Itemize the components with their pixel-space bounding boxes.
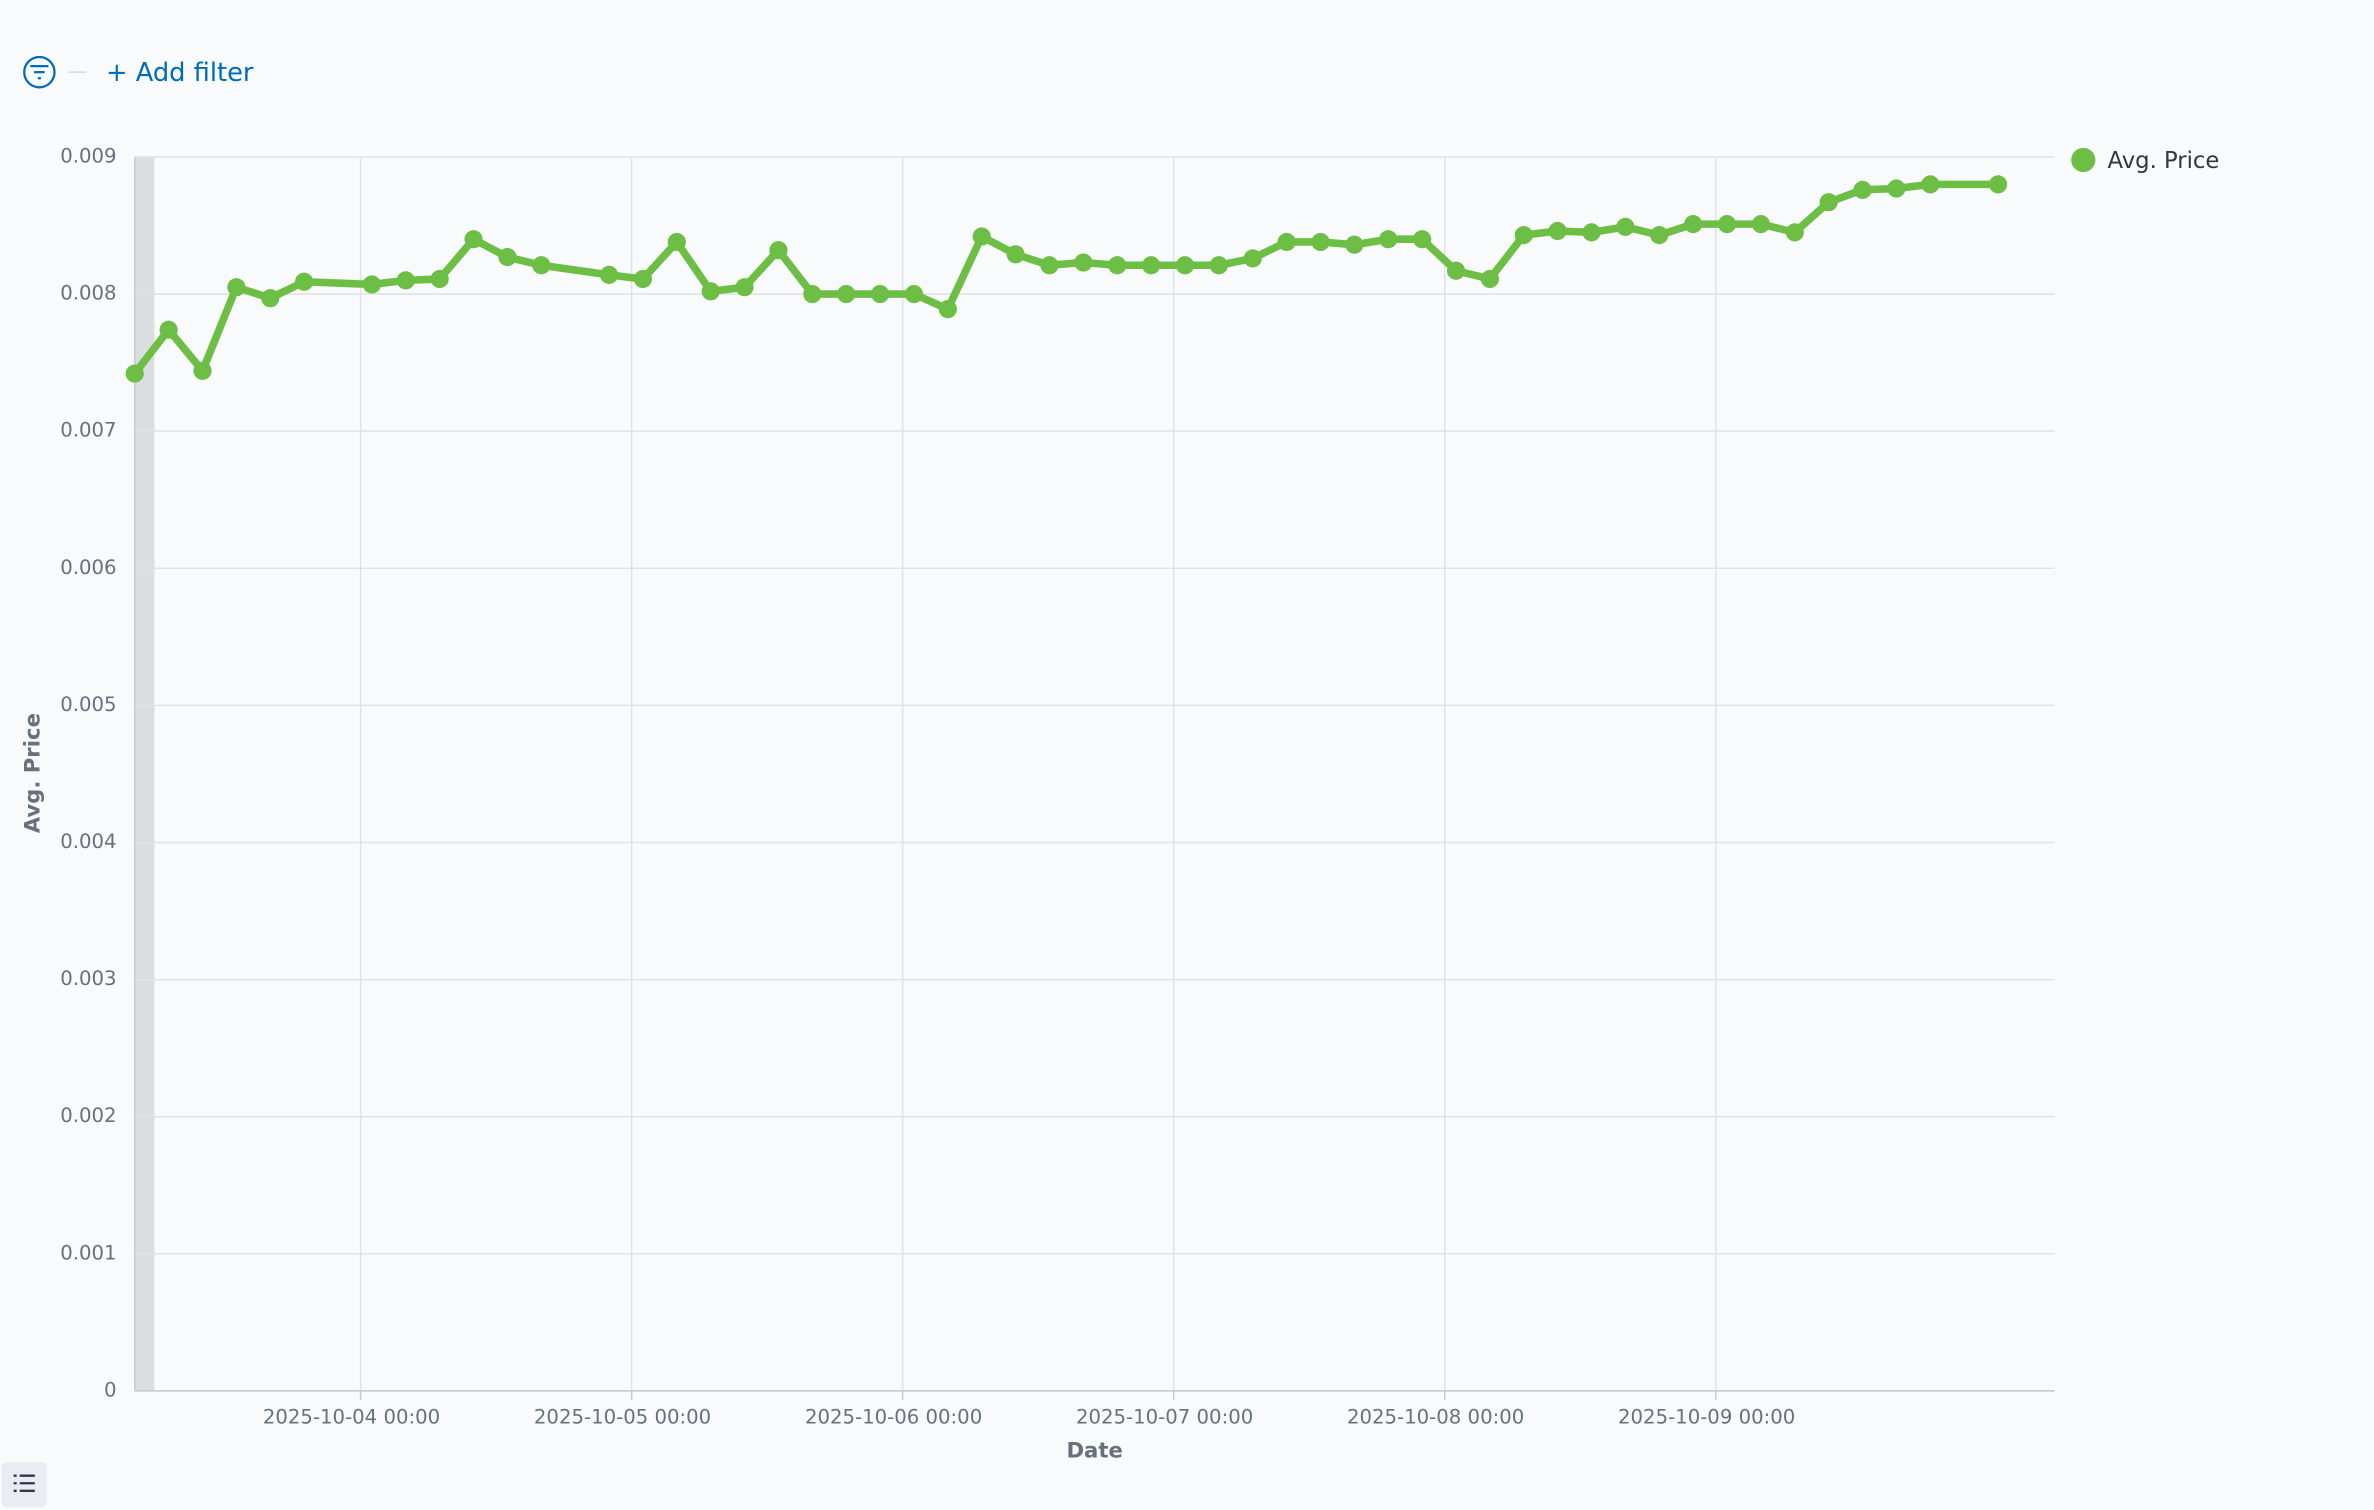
y-tick-label: 0.003: [60, 967, 116, 990]
data-point: [193, 361, 212, 380]
data-point: [1751, 215, 1771, 234]
data-point: [667, 232, 686, 252]
data-point: [1616, 217, 1635, 236]
x-tick-label: 2025-10-08 00:00: [1347, 1406, 1524, 1429]
data-point: [1887, 179, 1906, 198]
data-point: [803, 284, 822, 304]
legend-marker: [2071, 147, 2096, 173]
data-point: [1785, 223, 1804, 242]
data-point: [464, 230, 483, 249]
data-point: [1853, 180, 1872, 199]
partial-bucket: [134, 156, 155, 1391]
legend-toggle-bg: [1, 1462, 47, 1508]
x-tick-label: 2025-10-06 00:00: [805, 1406, 982, 1429]
data-point: [1650, 226, 1669, 245]
data-point: [1480, 269, 1499, 289]
x-tick-label: 2025-10-09 00:00: [1618, 1406, 1795, 1429]
data-point: [735, 278, 754, 297]
data-point: [396, 271, 415, 290]
data-point: [1446, 261, 1466, 280]
data-point: [1006, 245, 1025, 264]
data-point: [769, 241, 788, 260]
y-tick-label: 0.007: [60, 419, 116, 442]
x-axis-title: Date: [1066, 1437, 1122, 1462]
data-point: [1413, 230, 1432, 249]
data-point: [1108, 256, 1127, 275]
data-point: [904, 284, 924, 304]
x-tick-label: 2025-10-04 00:00: [263, 1406, 440, 1429]
data-point: [362, 275, 381, 294]
data-point: [1988, 175, 2008, 194]
data-point: [1921, 175, 1940, 194]
y-tick-label: 0: [104, 1378, 117, 1401]
data-point: [1243, 249, 1262, 268]
data-point: [972, 227, 991, 246]
y-tick-label: 0.009: [60, 144, 116, 167]
data-point: [870, 284, 890, 304]
data-point: [1040, 256, 1059, 275]
y-tick-label: 0.005: [60, 693, 116, 716]
data-point: [1209, 256, 1228, 275]
filter-icon-ring: [23, 55, 56, 89]
data-point: [1142, 256, 1161, 275]
x-tick-label: 2025-10-07 00:00: [1076, 1406, 1253, 1429]
y-tick-label: 0.004: [60, 830, 116, 853]
data-point: [261, 289, 280, 308]
data-point: [430, 269, 449, 289]
data-point: [227, 278, 246, 297]
y-tick-label: 0.001: [60, 1241, 116, 1264]
data-point: [1311, 232, 1330, 252]
y-tick-label: 0.006: [60, 556, 116, 579]
data-point: [159, 320, 178, 339]
y-axis-title: Avg. Price: [19, 713, 44, 833]
data-point: [701, 282, 720, 301]
data-point: [1345, 235, 1364, 254]
data-point: [1074, 253, 1093, 272]
data-point: [1175, 256, 1195, 275]
y-tick-label: 0.008: [60, 282, 116, 305]
data-point: [295, 272, 314, 291]
filter-icon[interactable]: [23, 55, 56, 89]
add-filter[interactable]: + Add filter: [106, 58, 254, 88]
data-point: [532, 256, 551, 275]
legend-toggle[interactable]: [1, 1462, 47, 1508]
y-tick-label: 0.002: [60, 1104, 116, 1127]
data-point: [1548, 221, 1567, 241]
legend-label: Avg. Price: [2108, 148, 2220, 174]
data-point: [1379, 230, 1398, 249]
data-point: [1684, 215, 1703, 234]
data-point: [1582, 223, 1601, 242]
data-point: [837, 284, 856, 304]
x-tick-label: 2025-10-05 00:00: [534, 1406, 711, 1429]
data-point: [1717, 215, 1737, 234]
legend-toggle-icon: [13, 1474, 35, 1492]
data-point: [125, 364, 144, 383]
data-point: [1819, 193, 1838, 212]
data-point: [498, 247, 517, 267]
data-point: [599, 265, 619, 284]
data-point: [633, 269, 653, 289]
data-point: [1514, 226, 1533, 245]
data-point: [938, 300, 957, 319]
data-point: [1277, 232, 1296, 252]
